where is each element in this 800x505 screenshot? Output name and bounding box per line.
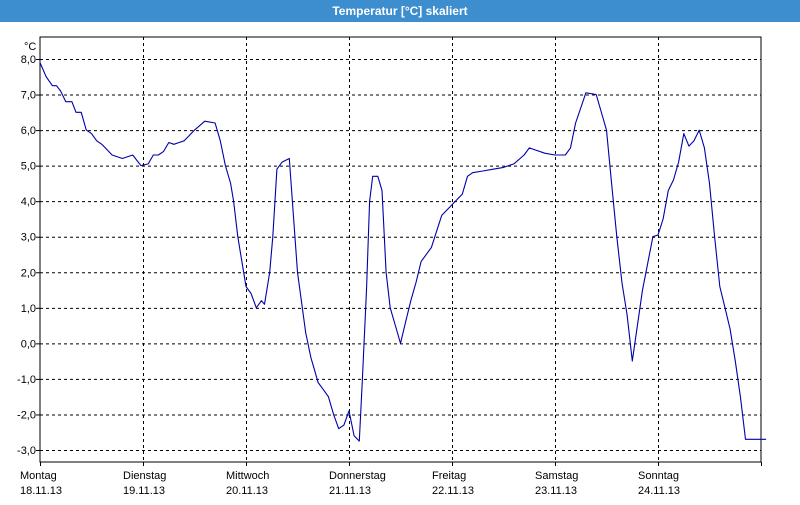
y-tick-label: 2,0 (21, 267, 36, 279)
x-tick-label-day: Dienstag (123, 470, 166, 482)
x-tick-label-date: 19.11.13 (123, 485, 165, 497)
y-axis-unit-label: °C (24, 41, 36, 53)
y-tick-label: 6,0 (21, 125, 36, 137)
x-tick-label-day: Sonntag (638, 470, 679, 482)
x-tick-label-date: 20.11.13 (226, 485, 268, 497)
x-tick-label-day: Montag (20, 470, 57, 482)
series-layer (39, 62, 767, 442)
temperature-chart: 8,0 7,0 6,0 5,0 4,0 3,0 2,0 1,0 0,0 -1,0 -2,0 -3,0 M… (17, 36, 767, 497)
y-tick-label: 4,0 (21, 196, 36, 208)
y-tick-label: 1,0 (21, 303, 36, 315)
y-tick-label: -2,0 (17, 409, 36, 421)
plot-frame (39, 36, 762, 463)
temperature-series-line (39, 62, 767, 442)
y-tick-label: 5,0 (21, 161, 36, 173)
y-tick-label: 8,0 (21, 54, 36, 66)
x-tick-label-day: Mittwoch (226, 470, 269, 482)
x-tick-label-date: 22.11.13 (432, 485, 474, 497)
y-tick-label: 0,0 (21, 338, 36, 350)
y-tick-label: -1,0 (17, 374, 36, 386)
window-title: Temperatur [°C] skaliert (0, 0, 800, 22)
grid (40, 37, 761, 462)
chart-area: 8,0 7,0 6,0 5,0 4,0 3,0 2,0 1,0 0,0 -1,0 -2,0 -3,0 M… (0, 22, 800, 500)
x-tick-label-date: 23.11.13 (535, 485, 577, 497)
axis-ticks: 8,0 7,0 6,0 5,0 4,0 3,0 2,0 1,0 0,0 -1,0 -2,0 -3,0 M… (17, 54, 762, 497)
x-tick-label-date: 18.11.13 (20, 485, 62, 497)
x-tick-label-date: 21.11.13 (329, 485, 371, 497)
x-tick-label-day: Samstag (535, 470, 578, 482)
x-tick-label-day: Donnerstag (329, 470, 386, 482)
y-tick-label: 7,0 (21, 90, 36, 102)
y-tick-label: -3,0 (17, 445, 36, 457)
x-tick-label-date: 24.11.13 (638, 485, 680, 497)
y-tick-label: 3,0 (21, 232, 36, 244)
x-tick-label-day: Freitag (432, 470, 466, 482)
